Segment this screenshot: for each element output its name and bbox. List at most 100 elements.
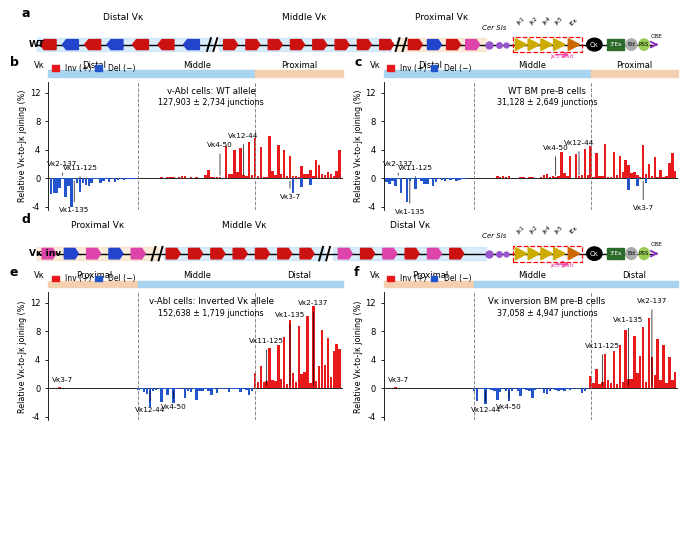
Text: Vκ12-44: Vκ12-44 [471, 391, 501, 413]
Bar [423, 178, 425, 185]
Bar [88, 178, 90, 186]
Text: Proximal: Proximal [412, 271, 449, 280]
Bar [589, 146, 592, 178]
Text: Cκ: Cκ [590, 41, 599, 48]
Ellipse shape [587, 247, 602, 260]
Text: Vκ2-137: Vκ2-137 [298, 300, 329, 385]
Bar [236, 388, 239, 389]
Text: Vκ3-7: Vκ3-7 [279, 181, 301, 200]
Text: Jκ5: Jκ5 [554, 225, 564, 235]
Text: Vκ4-50: Vκ4-50 [543, 145, 569, 175]
Bar [143, 388, 145, 391]
Bar [531, 176, 534, 178]
Bar [309, 170, 312, 178]
Text: Vκ inversion BM pre-B cells: Vκ inversion BM pre-B cells [488, 297, 606, 306]
Polygon shape [447, 40, 460, 50]
Text: Middle: Middle [519, 271, 547, 280]
Bar [169, 388, 172, 389]
Bar [563, 173, 566, 178]
Text: Distal: Distal [623, 271, 647, 280]
Bar [560, 152, 563, 178]
Bar [184, 176, 186, 178]
Polygon shape [541, 247, 552, 260]
Bar [219, 177, 221, 178]
Bar [195, 388, 198, 400]
Bar [429, 178, 432, 179]
Bar [604, 354, 606, 388]
Bar [397, 38, 486, 51]
Bar [581, 388, 583, 393]
Bar [651, 357, 653, 388]
Ellipse shape [626, 39, 637, 50]
Bar [274, 175, 277, 178]
Text: WT BM pre-B cells: WT BM pre-B cells [508, 87, 586, 96]
Bar [627, 379, 630, 388]
Bar [216, 388, 219, 393]
Bar [277, 345, 279, 388]
Bar [674, 372, 677, 388]
Bar [204, 388, 207, 389]
Polygon shape [107, 40, 123, 50]
Polygon shape [528, 39, 540, 50]
Text: d: d [21, 212, 30, 225]
Bar [166, 177, 169, 178]
Bar [260, 365, 262, 388]
Bar [665, 176, 668, 178]
Bar [642, 327, 645, 388]
Bar [213, 388, 215, 389]
Text: Vκ11-125: Vκ11-125 [249, 338, 284, 385]
Bar [440, 178, 443, 180]
Bar [499, 388, 501, 391]
Bar [449, 178, 452, 180]
Bar [627, 164, 630, 178]
Text: Vκ1-135: Vκ1-135 [613, 317, 644, 385]
Bar [230, 174, 233, 178]
Bar [274, 382, 277, 388]
Bar [551, 176, 554, 178]
Bar [269, 348, 271, 388]
Bar [321, 330, 323, 388]
Bar [584, 388, 586, 391]
Bar [321, 174, 323, 178]
Polygon shape [109, 248, 123, 259]
Bar [435, 178, 437, 182]
Text: CBE: CBE [651, 242, 663, 247]
Bar [554, 388, 557, 390]
Bar [586, 175, 589, 178]
Text: Vκ11-125: Vκ11-125 [398, 165, 433, 178]
Bar [662, 345, 665, 388]
Bar [645, 178, 647, 183]
Text: Middle: Middle [183, 61, 211, 70]
Polygon shape [338, 248, 352, 259]
Text: v-Abl cells: WT allele: v-Abl cells: WT allele [167, 87, 256, 96]
Bar [636, 373, 638, 388]
Polygon shape [360, 248, 375, 259]
Bar [251, 175, 253, 178]
Bar [146, 388, 149, 394]
Bar [116, 178, 119, 180]
Bar [391, 178, 394, 181]
Text: Vκ12-44: Vκ12-44 [564, 140, 594, 175]
Bar [37, 38, 212, 51]
Polygon shape [515, 247, 527, 260]
Polygon shape [64, 248, 78, 259]
Bar [64, 178, 66, 197]
Text: Vκ2-137: Vκ2-137 [383, 162, 413, 175]
Bar [269, 136, 271, 178]
Text: 3'Eκ: 3'Eκ [609, 42, 622, 47]
Bar [653, 375, 656, 388]
Bar [207, 388, 210, 391]
Bar [262, 177, 265, 178]
Bar [271, 380, 274, 388]
Text: Middle Vκ: Middle Vκ [282, 13, 327, 22]
Bar [575, 388, 577, 389]
Text: a: a [21, 7, 29, 20]
Bar [306, 174, 309, 178]
Text: Vκ11-125: Vκ11-125 [585, 343, 620, 385]
Bar [607, 177, 610, 178]
Text: Vκ11-125: Vκ11-125 [62, 165, 97, 178]
Text: e: e [10, 266, 18, 280]
Polygon shape [379, 40, 394, 50]
Bar [253, 138, 256, 178]
Bar [90, 178, 93, 183]
